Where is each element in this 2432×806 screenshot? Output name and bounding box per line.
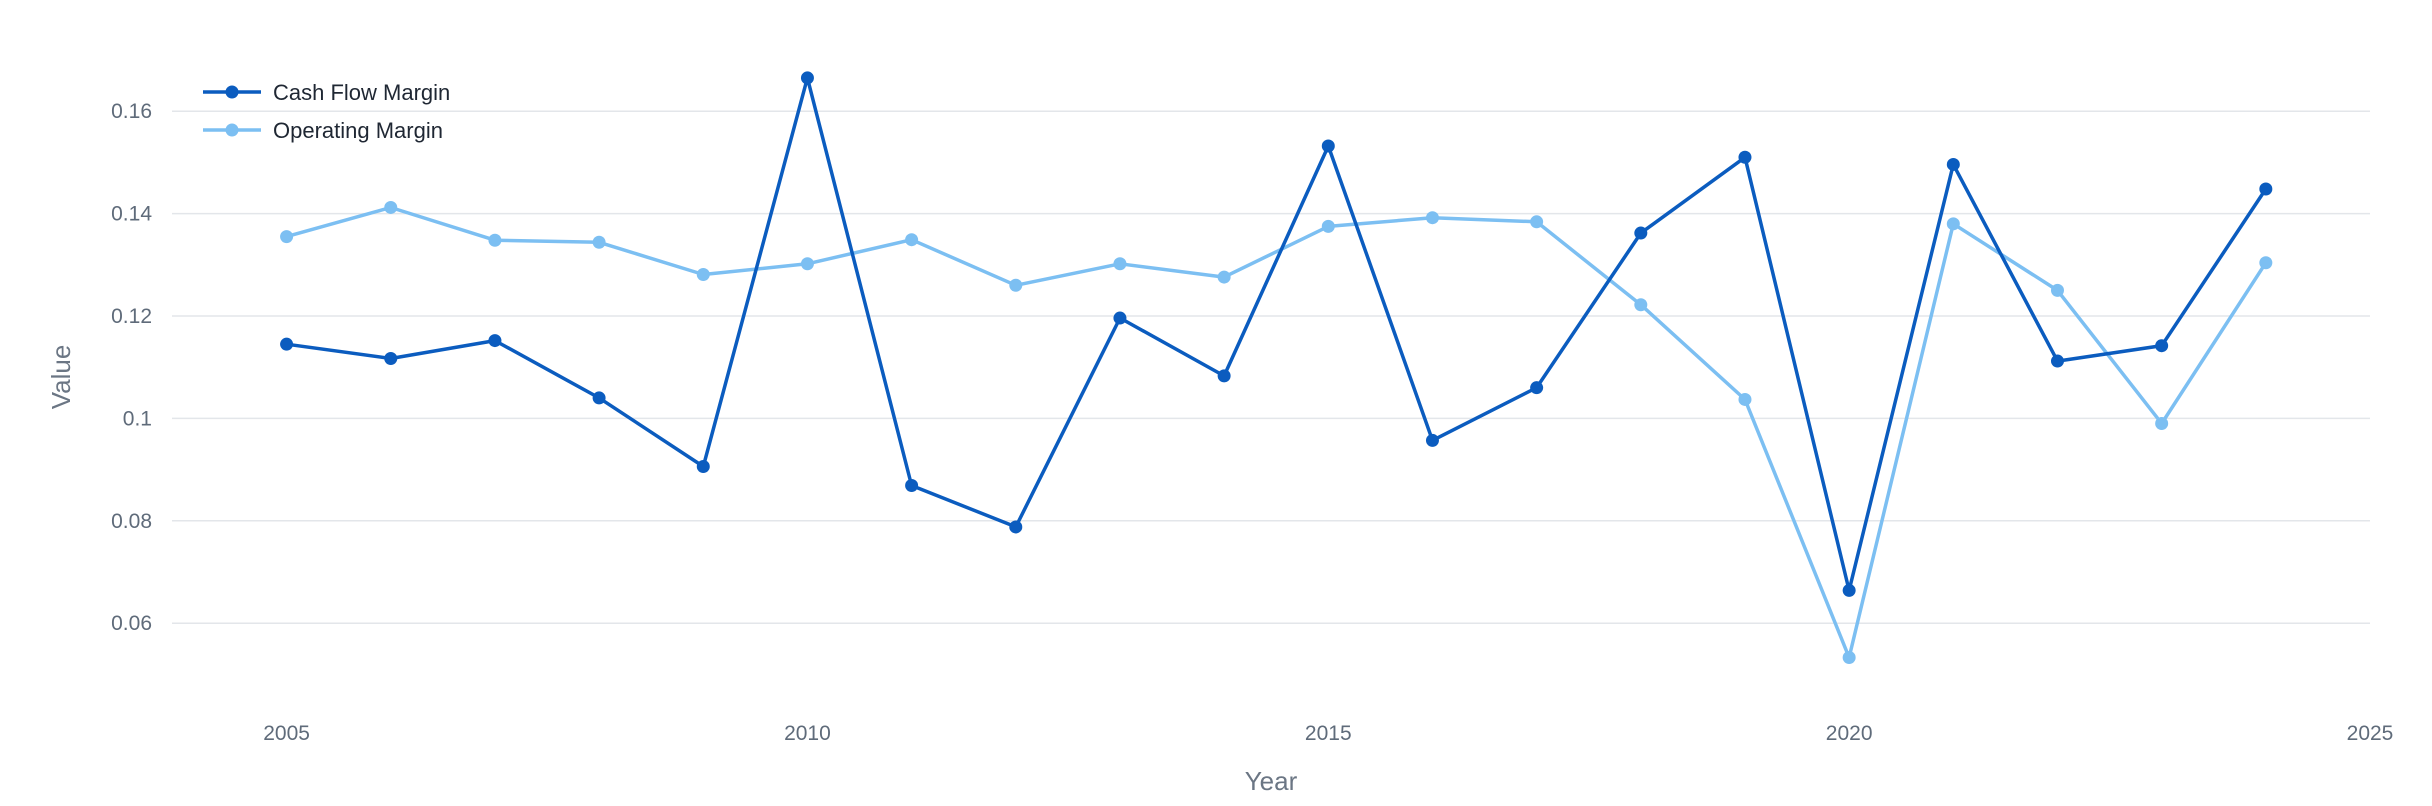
legend-label: Cash Flow Margin — [273, 80, 450, 105]
x-axis-title: Year — [1245, 766, 1298, 796]
legend-label: Operating Margin — [273, 118, 443, 143]
y-axis-title: Value — [46, 345, 76, 410]
x-tick-label: 2005 — [263, 722, 310, 745]
data-point[interactable] — [384, 200, 398, 214]
data-point[interactable] — [2259, 182, 2273, 196]
y-tick-label: 0.14 — [111, 203, 152, 226]
y-tick-label: 0.08 — [111, 510, 152, 533]
data-point[interactable] — [1530, 381, 1544, 395]
data-point[interactable] — [1217, 369, 1231, 383]
y-tick-label: 0.1 — [123, 407, 152, 430]
data-point[interactable] — [1425, 211, 1439, 225]
data-point[interactable] — [592, 235, 606, 249]
data-point[interactable] — [800, 71, 814, 85]
series-layer — [280, 71, 2273, 665]
data-point[interactable] — [1113, 257, 1127, 271]
legend-item[interactable]: Cash Flow Margin — [203, 80, 450, 105]
data-point[interactable] — [1009, 278, 1023, 292]
data-point[interactable] — [1634, 226, 1648, 240]
data-point[interactable] — [1738, 392, 1752, 406]
x-tick-label: 2015 — [1305, 722, 1352, 745]
data-point[interactable] — [1842, 651, 1856, 665]
y-axis-ticks: 0.06 0.08 0.1 0.12 0.14 0.16 — [111, 100, 152, 635]
data-point[interactable] — [488, 233, 502, 247]
data-point[interactable] — [2050, 283, 2064, 297]
data-point[interactable] — [2050, 354, 2064, 368]
data-point[interactable] — [1946, 217, 1960, 231]
data-point[interactable] — [800, 257, 814, 271]
data-point[interactable] — [488, 334, 502, 348]
data-point[interactable] — [1321, 139, 1335, 153]
data-point[interactable] — [592, 391, 606, 405]
data-point[interactable] — [1946, 157, 1960, 171]
data-point[interactable] — [1217, 270, 1231, 284]
data-point[interactable] — [1842, 583, 1856, 597]
legend-swatch-marker — [225, 85, 239, 99]
legend[interactable]: Cash Flow Margin Operating Margin — [203, 80, 450, 143]
data-point[interactable] — [1009, 520, 1023, 534]
data-point[interactable] — [905, 233, 919, 247]
series-line — [284, 76, 2268, 593]
data-point[interactable] — [280, 337, 294, 351]
data-point[interactable] — [1113, 311, 1127, 325]
data-point[interactable] — [2155, 339, 2169, 353]
x-tick-label: 2020 — [1826, 722, 1873, 745]
legend-swatch-marker — [225, 123, 239, 137]
series-1 — [280, 200, 2273, 665]
series-0 — [280, 71, 2273, 597]
y-tick-label: 0.16 — [111, 100, 152, 123]
y-tick-label: 0.06 — [111, 612, 152, 635]
x-axis-ticks: 2005 2010 2015 2020 2025 — [263, 722, 2393, 745]
data-point[interactable] — [2155, 417, 2169, 431]
data-point[interactable] — [2259, 256, 2273, 270]
data-point[interactable] — [1425, 433, 1439, 447]
x-tick-label: 2025 — [2347, 722, 2394, 745]
data-point[interactable] — [384, 351, 398, 365]
data-point[interactable] — [1738, 150, 1752, 164]
data-point[interactable] — [280, 230, 294, 244]
series-line — [284, 205, 2268, 660]
y-tick-label: 0.12 — [111, 305, 152, 328]
data-point[interactable] — [1530, 215, 1544, 229]
data-point[interactable] — [905, 478, 919, 492]
data-point[interactable] — [696, 268, 710, 282]
data-point[interactable] — [1634, 298, 1648, 312]
x-tick-label: 2010 — [784, 722, 831, 745]
grid-lines — [172, 110, 2370, 624]
data-point[interactable] — [696, 460, 710, 474]
legend-item[interactable]: Operating Margin — [203, 118, 443, 143]
data-point[interactable] — [1321, 219, 1335, 233]
